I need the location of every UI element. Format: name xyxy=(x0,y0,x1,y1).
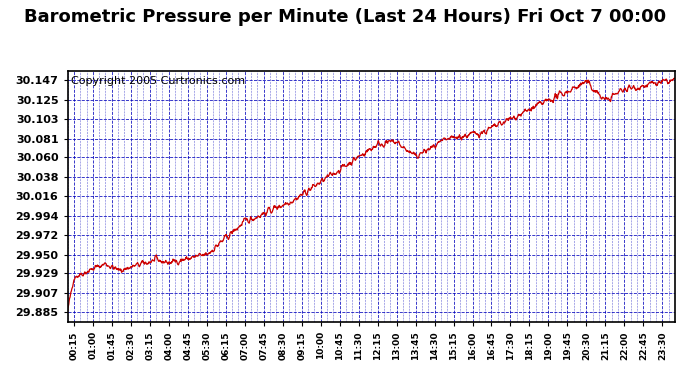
Text: Copyright 2005 Curtronics.com: Copyright 2005 Curtronics.com xyxy=(70,75,245,86)
Text: Barometric Pressure per Minute (Last 24 Hours) Fri Oct 7 00:00: Barometric Pressure per Minute (Last 24 … xyxy=(24,8,666,26)
